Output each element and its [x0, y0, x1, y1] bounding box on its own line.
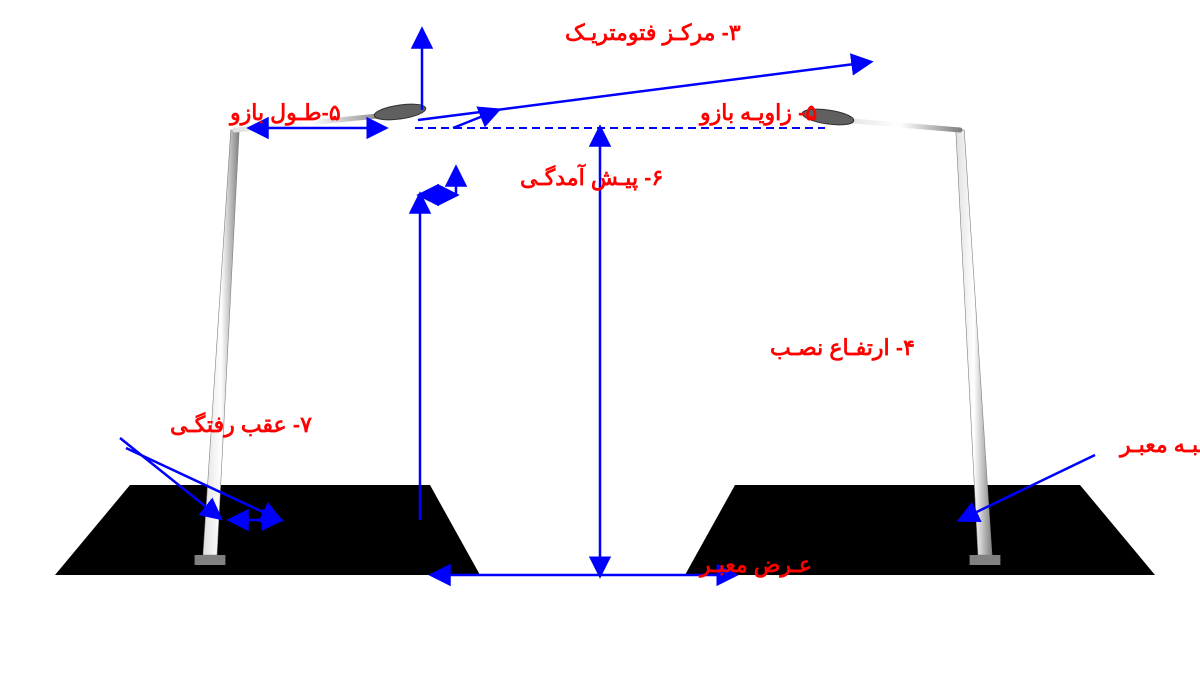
label-setback: ۷- عقب رفتگـی [170, 411, 312, 438]
street-lighting-diagram: ۳- مرکـز فتومتریـک ۵-طـول بازو ۵- زاویـه ب… [0, 0, 1200, 675]
label-kerb: لبـه معبـر [1118, 432, 1200, 458]
left-base [195, 555, 226, 565]
label-arm_length: ۵-طـول بازو [228, 100, 341, 126]
label-mounting_height: ۴- ارتفـاع نصـب [770, 335, 915, 361]
right-base [970, 555, 1001, 565]
label-overhang: ۶- پیـش آمدگـی [520, 163, 663, 192]
road-slab-left [55, 485, 480, 575]
label-road_width: عـرض معبـر [698, 552, 812, 578]
right-arm [840, 120, 960, 130]
label-tilt_angle: ۵- زاویـه بازو [698, 100, 817, 126]
label-photometric_center: ۳- مرکـز فتومتریـک [565, 20, 741, 46]
